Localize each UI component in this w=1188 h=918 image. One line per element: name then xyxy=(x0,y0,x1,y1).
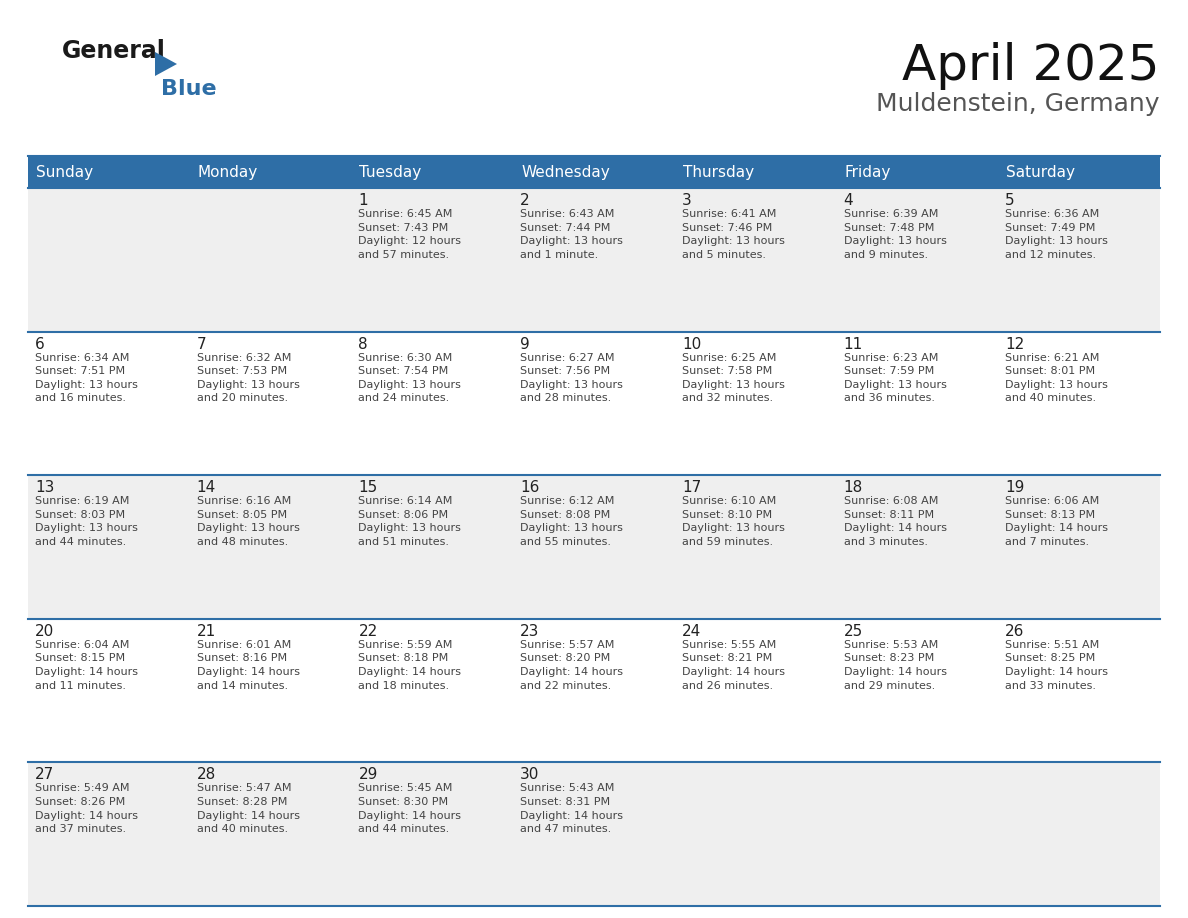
Text: Sunrise: 6:41 AM
Sunset: 7:46 PM
Daylight: 13 hours
and 5 minutes.: Sunrise: 6:41 AM Sunset: 7:46 PM Dayligh… xyxy=(682,209,785,260)
Bar xyxy=(29,763,1159,906)
Text: Sunrise: 6:45 AM
Sunset: 7:43 PM
Daylight: 12 hours
and 57 minutes.: Sunrise: 6:45 AM Sunset: 7:43 PM Dayligh… xyxy=(359,209,461,260)
Text: Sunrise: 6:36 AM
Sunset: 7:49 PM
Daylight: 13 hours
and 12 minutes.: Sunrise: 6:36 AM Sunset: 7:49 PM Dayligh… xyxy=(1005,209,1108,260)
Text: 19: 19 xyxy=(1005,480,1025,495)
Text: 10: 10 xyxy=(682,337,701,352)
Text: Sunrise: 6:04 AM
Sunset: 8:15 PM
Daylight: 14 hours
and 11 minutes.: Sunrise: 6:04 AM Sunset: 8:15 PM Dayligh… xyxy=(34,640,138,690)
Bar xyxy=(29,331,1159,476)
Text: Sunday: Sunday xyxy=(36,164,93,180)
Text: Saturday: Saturday xyxy=(1006,164,1075,180)
Text: 22: 22 xyxy=(359,624,378,639)
Text: General: General xyxy=(62,39,166,63)
Text: Sunrise: 5:59 AM
Sunset: 8:18 PM
Daylight: 14 hours
and 18 minutes.: Sunrise: 5:59 AM Sunset: 8:18 PM Dayligh… xyxy=(359,640,461,690)
Text: Sunrise: 5:55 AM
Sunset: 8:21 PM
Daylight: 14 hours
and 26 minutes.: Sunrise: 5:55 AM Sunset: 8:21 PM Dayligh… xyxy=(682,640,785,690)
Text: Sunrise: 6:39 AM
Sunset: 7:48 PM
Daylight: 13 hours
and 9 minutes.: Sunrise: 6:39 AM Sunset: 7:48 PM Dayligh… xyxy=(843,209,947,260)
Text: Sunrise: 5:51 AM
Sunset: 8:25 PM
Daylight: 14 hours
and 33 minutes.: Sunrise: 5:51 AM Sunset: 8:25 PM Dayligh… xyxy=(1005,640,1108,690)
Text: 5: 5 xyxy=(1005,193,1015,208)
Text: Monday: Monday xyxy=(197,164,258,180)
Text: 15: 15 xyxy=(359,480,378,495)
Text: Sunrise: 6:21 AM
Sunset: 8:01 PM
Daylight: 13 hours
and 40 minutes.: Sunrise: 6:21 AM Sunset: 8:01 PM Dayligh… xyxy=(1005,353,1108,403)
Text: Sunrise: 6:34 AM
Sunset: 7:51 PM
Daylight: 13 hours
and 16 minutes.: Sunrise: 6:34 AM Sunset: 7:51 PM Dayligh… xyxy=(34,353,138,403)
Text: 7: 7 xyxy=(197,337,207,352)
Text: Sunrise: 6:25 AM
Sunset: 7:58 PM
Daylight: 13 hours
and 32 minutes.: Sunrise: 6:25 AM Sunset: 7:58 PM Dayligh… xyxy=(682,353,785,403)
Text: 13: 13 xyxy=(34,480,55,495)
Bar xyxy=(29,476,1159,619)
Text: 26: 26 xyxy=(1005,624,1025,639)
Text: Sunrise: 5:53 AM
Sunset: 8:23 PM
Daylight: 14 hours
and 29 minutes.: Sunrise: 5:53 AM Sunset: 8:23 PM Dayligh… xyxy=(843,640,947,690)
Text: 16: 16 xyxy=(520,480,539,495)
Text: Sunrise: 6:30 AM
Sunset: 7:54 PM
Daylight: 13 hours
and 24 minutes.: Sunrise: 6:30 AM Sunset: 7:54 PM Dayligh… xyxy=(359,353,461,403)
Text: 17: 17 xyxy=(682,480,701,495)
Text: 27: 27 xyxy=(34,767,55,782)
Text: 18: 18 xyxy=(843,480,862,495)
Text: Wednesday: Wednesday xyxy=(522,164,609,180)
Text: Sunrise: 6:19 AM
Sunset: 8:03 PM
Daylight: 13 hours
and 44 minutes.: Sunrise: 6:19 AM Sunset: 8:03 PM Dayligh… xyxy=(34,497,138,547)
Text: 29: 29 xyxy=(359,767,378,782)
Text: Sunrise: 6:08 AM
Sunset: 8:11 PM
Daylight: 14 hours
and 3 minutes.: Sunrise: 6:08 AM Sunset: 8:11 PM Dayligh… xyxy=(843,497,947,547)
Text: Sunrise: 6:27 AM
Sunset: 7:56 PM
Daylight: 13 hours
and 28 minutes.: Sunrise: 6:27 AM Sunset: 7:56 PM Dayligh… xyxy=(520,353,623,403)
Text: Sunrise: 6:14 AM
Sunset: 8:06 PM
Daylight: 13 hours
and 51 minutes.: Sunrise: 6:14 AM Sunset: 8:06 PM Dayligh… xyxy=(359,497,461,547)
Text: Thursday: Thursday xyxy=(683,164,754,180)
Text: 9: 9 xyxy=(520,337,530,352)
Text: Sunrise: 6:01 AM
Sunset: 8:16 PM
Daylight: 14 hours
and 14 minutes.: Sunrise: 6:01 AM Sunset: 8:16 PM Dayligh… xyxy=(197,640,299,690)
Text: 1: 1 xyxy=(359,193,368,208)
Text: Sunrise: 6:43 AM
Sunset: 7:44 PM
Daylight: 13 hours
and 1 minute.: Sunrise: 6:43 AM Sunset: 7:44 PM Dayligh… xyxy=(520,209,623,260)
Text: 2: 2 xyxy=(520,193,530,208)
Polygon shape xyxy=(154,52,177,76)
Text: 6: 6 xyxy=(34,337,45,352)
Text: Sunrise: 5:57 AM
Sunset: 8:20 PM
Daylight: 14 hours
and 22 minutes.: Sunrise: 5:57 AM Sunset: 8:20 PM Dayligh… xyxy=(520,640,624,690)
Text: 30: 30 xyxy=(520,767,539,782)
Text: Friday: Friday xyxy=(845,164,891,180)
Text: 23: 23 xyxy=(520,624,539,639)
Text: Sunrise: 6:32 AM
Sunset: 7:53 PM
Daylight: 13 hours
and 20 minutes.: Sunrise: 6:32 AM Sunset: 7:53 PM Dayligh… xyxy=(197,353,299,403)
Bar xyxy=(29,619,1159,763)
Text: 20: 20 xyxy=(34,624,55,639)
Text: Sunrise: 6:23 AM
Sunset: 7:59 PM
Daylight: 13 hours
and 36 minutes.: Sunrise: 6:23 AM Sunset: 7:59 PM Dayligh… xyxy=(843,353,947,403)
Text: 24: 24 xyxy=(682,624,701,639)
Text: Blue: Blue xyxy=(162,79,216,99)
Text: 11: 11 xyxy=(843,337,862,352)
Text: Sunrise: 6:06 AM
Sunset: 8:13 PM
Daylight: 14 hours
and 7 minutes.: Sunrise: 6:06 AM Sunset: 8:13 PM Dayligh… xyxy=(1005,497,1108,547)
Text: Sunrise: 6:10 AM
Sunset: 8:10 PM
Daylight: 13 hours
and 59 minutes.: Sunrise: 6:10 AM Sunset: 8:10 PM Dayligh… xyxy=(682,497,785,547)
Text: 28: 28 xyxy=(197,767,216,782)
Text: Sunrise: 5:47 AM
Sunset: 8:28 PM
Daylight: 14 hours
and 40 minutes.: Sunrise: 5:47 AM Sunset: 8:28 PM Dayligh… xyxy=(197,783,299,834)
Text: Sunrise: 6:12 AM
Sunset: 8:08 PM
Daylight: 13 hours
and 55 minutes.: Sunrise: 6:12 AM Sunset: 8:08 PM Dayligh… xyxy=(520,497,623,547)
Text: 12: 12 xyxy=(1005,337,1024,352)
Text: Sunrise: 5:45 AM
Sunset: 8:30 PM
Daylight: 14 hours
and 44 minutes.: Sunrise: 5:45 AM Sunset: 8:30 PM Dayligh… xyxy=(359,783,461,834)
Text: Sunrise: 6:16 AM
Sunset: 8:05 PM
Daylight: 13 hours
and 48 minutes.: Sunrise: 6:16 AM Sunset: 8:05 PM Dayligh… xyxy=(197,497,299,547)
Bar xyxy=(29,156,1159,188)
Text: April 2025: April 2025 xyxy=(903,42,1159,90)
Text: 3: 3 xyxy=(682,193,691,208)
Text: Tuesday: Tuesday xyxy=(360,164,422,180)
Text: 8: 8 xyxy=(359,337,368,352)
Text: Sunrise: 5:43 AM
Sunset: 8:31 PM
Daylight: 14 hours
and 47 minutes.: Sunrise: 5:43 AM Sunset: 8:31 PM Dayligh… xyxy=(520,783,624,834)
Bar xyxy=(29,188,1159,331)
Text: 14: 14 xyxy=(197,480,216,495)
Text: 21: 21 xyxy=(197,624,216,639)
Text: Sunrise: 5:49 AM
Sunset: 8:26 PM
Daylight: 14 hours
and 37 minutes.: Sunrise: 5:49 AM Sunset: 8:26 PM Dayligh… xyxy=(34,783,138,834)
Text: Muldenstein, Germany: Muldenstein, Germany xyxy=(877,92,1159,116)
Text: 25: 25 xyxy=(843,624,862,639)
Text: 4: 4 xyxy=(843,193,853,208)
